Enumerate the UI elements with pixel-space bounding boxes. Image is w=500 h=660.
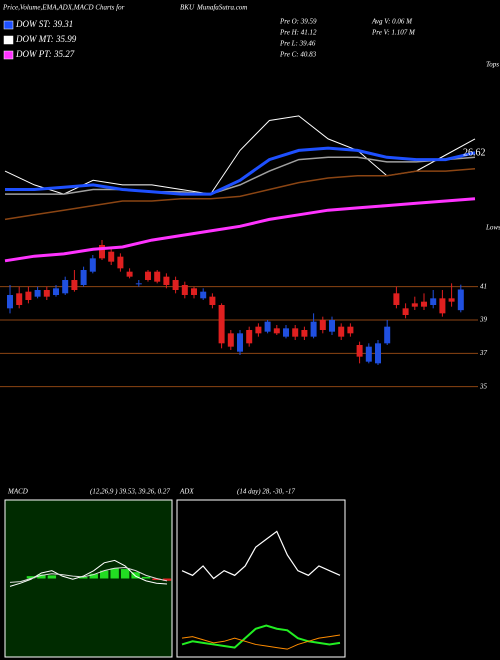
candle-body bbox=[301, 330, 308, 337]
candle-body bbox=[457, 289, 464, 311]
panel bbox=[176, 499, 346, 658]
stat: Pre H: 41.12 bbox=[279, 29, 317, 37]
header-site: MunafaSutra.com bbox=[196, 4, 247, 12]
panel-subtitle: (14 day) 28, -30, -17 bbox=[237, 488, 295, 496]
candle-body bbox=[7, 295, 13, 309]
candle-body bbox=[292, 328, 299, 337]
y-tick-label: 41 bbox=[480, 282, 487, 290]
candle-body bbox=[375, 343, 381, 364]
candle-body bbox=[154, 271, 161, 282]
histogram-bar bbox=[141, 576, 151, 579]
histogram-bar bbox=[131, 572, 140, 579]
histogram-bar bbox=[47, 575, 57, 579]
line bbox=[4, 197, 476, 263]
line bbox=[181, 624, 341, 649]
histogram-bar bbox=[162, 578, 172, 581]
candle-body bbox=[319, 320, 326, 330]
header-symbol: BKU bbox=[180, 4, 195, 12]
histogram-bar bbox=[79, 576, 88, 579]
line bbox=[181, 530, 341, 580]
stat: Pre L: 39.46 bbox=[279, 40, 316, 48]
stat: Pre V: 1.107 M bbox=[371, 29, 416, 37]
stat: Pre C: 40.83 bbox=[279, 51, 317, 59]
histogram-bar bbox=[37, 574, 46, 579]
candle-body bbox=[439, 298, 446, 314]
candle-body bbox=[163, 276, 170, 285]
candle-body bbox=[34, 290, 41, 297]
candle-body bbox=[126, 271, 133, 277]
legend-label: DOW ST: 39.31 bbox=[15, 19, 73, 29]
panel-subtitle: (12,26,9 ) 39.53, 39.26, 0.27 bbox=[90, 488, 170, 496]
candle-body bbox=[25, 291, 32, 300]
candle-body bbox=[43, 290, 50, 297]
header-title: Price,Volume,EMA,ADX,MACD Charts for bbox=[2, 4, 125, 12]
candle-body bbox=[16, 293, 23, 305]
candle-body bbox=[71, 280, 78, 290]
candle-body bbox=[310, 321, 317, 337]
panel-title: MACD bbox=[7, 488, 28, 496]
candle-body bbox=[338, 326, 345, 337]
histogram-bar bbox=[89, 573, 98, 579]
candle-body bbox=[393, 293, 400, 305]
line bbox=[9, 559, 168, 587]
candle-body bbox=[108, 251, 115, 262]
candle-body bbox=[255, 326, 262, 334]
candle-body bbox=[89, 258, 96, 272]
y-tick-label: 37 bbox=[479, 349, 488, 357]
candle-body bbox=[264, 321, 271, 332]
candle-body bbox=[117, 256, 124, 269]
y-tick-label: 35 bbox=[479, 382, 488, 390]
line bbox=[9, 567, 168, 583]
candle-body bbox=[145, 271, 151, 280]
candle-body bbox=[99, 245, 105, 259]
line bbox=[5, 146, 476, 196]
panel-title: ADX bbox=[179, 488, 194, 496]
candle-body bbox=[273, 328, 280, 334]
line bbox=[4, 168, 476, 221]
histogram-bar bbox=[120, 569, 130, 579]
stat: Avg V: 0.06 M bbox=[371, 18, 413, 26]
candle-body bbox=[62, 280, 69, 294]
candle-body bbox=[227, 333, 234, 347]
candle-body bbox=[448, 298, 455, 302]
candle-body bbox=[384, 326, 391, 344]
histogram-bar bbox=[100, 570, 109, 579]
candle-body bbox=[191, 288, 197, 295]
histogram-bar bbox=[110, 568, 119, 579]
candle-body bbox=[172, 280, 179, 290]
candle-body bbox=[347, 326, 354, 334]
value-label: 26.62 bbox=[463, 147, 486, 158]
candle-body bbox=[421, 301, 427, 307]
candle-body bbox=[365, 346, 372, 362]
candle-body bbox=[181, 285, 188, 295]
legend-swatch bbox=[3, 35, 14, 45]
candle-body bbox=[430, 298, 437, 305]
candle-body bbox=[237, 333, 243, 352]
candle-body bbox=[209, 296, 216, 305]
side-label: Lows bbox=[485, 224, 500, 232]
candle-body bbox=[356, 345, 363, 357]
candle-body bbox=[135, 283, 142, 285]
histogram-bar bbox=[152, 578, 161, 581]
line bbox=[181, 634, 341, 650]
legend-swatch bbox=[3, 20, 14, 30]
line bbox=[5, 156, 476, 195]
candle-body bbox=[246, 330, 253, 344]
candle-body bbox=[283, 328, 289, 337]
candle-body bbox=[218, 305, 225, 344]
candle-body bbox=[411, 303, 418, 307]
y-tick-label: 39 bbox=[479, 316, 488, 324]
candle-body bbox=[80, 270, 87, 285]
legend-label: DOW MT: 35.99 bbox=[15, 34, 77, 44]
legend-label: DOW PT: 35.27 bbox=[15, 49, 75, 59]
candle-body bbox=[402, 308, 409, 315]
candle-body bbox=[53, 288, 59, 295]
stat: Pre O: 39.59 bbox=[279, 18, 317, 26]
side-label: Tops bbox=[486, 61, 499, 69]
histogram-bar bbox=[26, 576, 36, 579]
candle-body bbox=[329, 320, 335, 332]
candle-body bbox=[200, 291, 207, 299]
legend-swatch bbox=[3, 50, 14, 60]
